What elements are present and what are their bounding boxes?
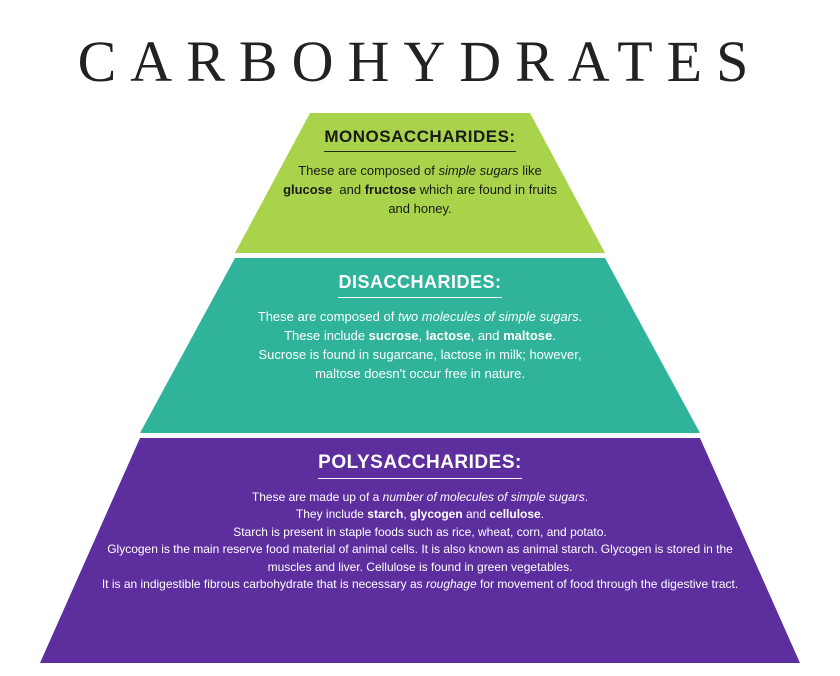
tier-di-title: DISACCHARIDES: xyxy=(338,272,501,298)
tier-monosaccharides: MONOSACCHARIDES: These are composed of s… xyxy=(235,113,605,253)
tier-poly-title: POLYSACCHARIDES: xyxy=(318,452,522,479)
tier-disaccharides: DISACCHARIDES: These are composed of two… xyxy=(140,258,700,433)
carb-pyramid: MONOSACCHARIDES: These are composed of s… xyxy=(40,113,800,673)
tier-di-desc: These are composed of two molecules of s… xyxy=(192,308,648,383)
tier-polysaccharides: POLYSACCHARIDES: These are made up of a … xyxy=(40,438,800,663)
tier-mono-title: MONOSACCHARIDES: xyxy=(324,127,515,152)
tier-mono-desc: These are composed of simple sugars like… xyxy=(276,162,564,219)
page-title: CARBOHYDRATES xyxy=(0,28,840,95)
tier-poly-desc: These are made up of a number of molecul… xyxy=(95,489,745,593)
